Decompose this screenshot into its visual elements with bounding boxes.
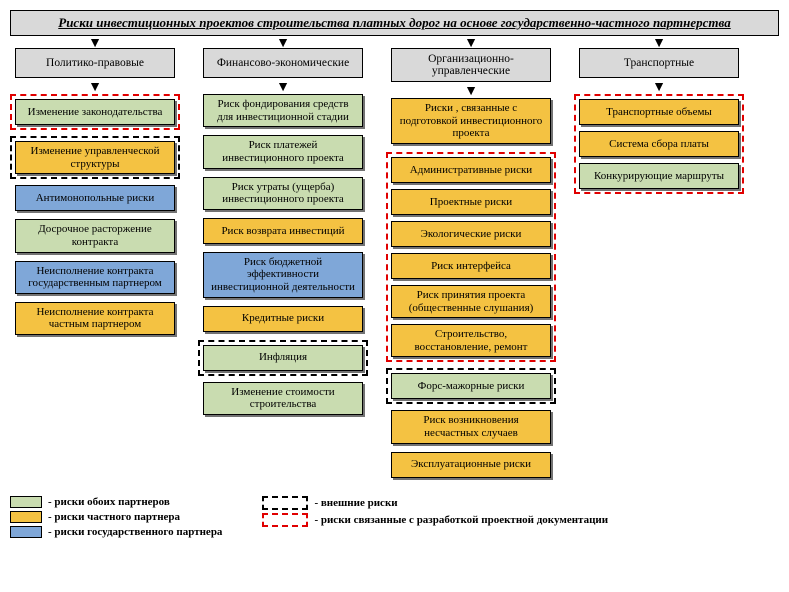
legend-label: - риски частного партнера	[48, 511, 180, 523]
risk-box: Неисполнение контракта частным партнером	[15, 302, 175, 335]
black-dash-frame: Форс-мажорные риски	[386, 368, 556, 404]
risk-box: Инфляция	[203, 345, 363, 371]
risk-box: Риск интерфейса	[391, 253, 551, 279]
legend-frame-swatch	[262, 496, 308, 510]
risk-box: Изменение стоимости строительства	[203, 382, 363, 415]
red-dash-group: Транспортные объемы Система сбора платы Ко…	[574, 94, 744, 194]
columns-container: ▼ Политико-правовые ▼ Изменение законодател…	[10, 40, 779, 486]
risk-box: Риск возврата инвестиций	[203, 218, 363, 244]
column: ▼Организационно-управленческие▼Риски , с…	[386, 40, 556, 486]
risk-box: Кредитные риски	[203, 306, 363, 332]
risk-box: Риск принятия проекта (общественные слуш…	[391, 285, 551, 318]
legend-row: - риски государственного партнера	[10, 526, 222, 538]
arrow-down-icon: ▼	[88, 84, 102, 94]
risk-box: Проектные риски	[391, 189, 551, 215]
risk-box: Административные риски	[391, 157, 551, 183]
risk-box: Риск платежей инвестиционного проекта	[203, 135, 363, 168]
risk-box: Конкурирующие маршруты	[579, 163, 739, 189]
legend-swatch	[10, 496, 42, 508]
column: ▼Транспортные▼Транспортные объемыСистема…	[574, 40, 744, 200]
legend-swatch	[10, 511, 42, 523]
risk-box: Риски , связанные с подготовкой инвестиц…	[391, 98, 551, 144]
legend-label: - риски связанные с разработкой проектно…	[314, 514, 608, 526]
risk-box: Риск фондирования средств для инвестицио…	[203, 94, 363, 127]
risk-box: Эксплуатационные риски	[391, 452, 551, 478]
category-header: Политико-правовые	[15, 48, 175, 78]
legend-row: - риски частного партнера	[10, 511, 222, 523]
red-dash-frame: Изменение законодательства	[10, 94, 180, 130]
risk-box: Система сбора платы	[579, 131, 739, 157]
legend: - риски обоих партнеров - риски частного …	[10, 496, 779, 538]
legend-row: - риски обоих партнеров	[10, 496, 222, 508]
category-header: Транспортные	[579, 48, 739, 78]
risk-box: Досрочное расторжение контракта	[15, 219, 175, 252]
legend-label: - внешние риски	[314, 497, 397, 509]
black-dash-frame: Инфляция	[198, 340, 368, 376]
arrow-down-icon: ▼	[652, 84, 666, 94]
arrow-down-icon: ▼	[464, 88, 478, 98]
risk-box: Риск бюджетной эффективности инвестицион…	[203, 252, 363, 298]
diagram-title: Риски инвестиционных проектов строительс…	[10, 10, 779, 36]
black-dash-frame: Изменение управленческой структуры	[10, 136, 180, 179]
column: ▼Финансово-экономические▼Риск фондирован…	[198, 40, 368, 423]
legend-label: - риски обоих партнеров	[48, 496, 170, 508]
risk-box: Форс-мажорные риски	[391, 373, 551, 399]
column: ▼Политико-правовые▼Изменение законодател…	[10, 40, 180, 343]
red-dash-group: Административные риски Проектные риски Эко…	[386, 152, 556, 363]
legend-label: - риски государственного партнера	[48, 526, 222, 538]
risk-box: Изменение управленческой структуры	[15, 141, 175, 174]
risk-box: Антимонопольные риски	[15, 185, 175, 211]
risk-box: Изменение законодательства	[15, 99, 175, 125]
risk-box: Строительство, восстановление, ремонт	[391, 324, 551, 357]
risk-box: Риск утраты (ущерба) инвестиционного про…	[203, 177, 363, 210]
legend-swatch	[10, 526, 42, 538]
risk-box: Риск возникновения несчастных случаев	[391, 410, 551, 443]
legend-row: - риски связанные с разработкой проектно…	[262, 513, 608, 527]
legend-row: - внешние риски	[262, 496, 608, 510]
category-header: Организационно-управленческие	[391, 48, 551, 82]
risk-box: Транспортные объемы	[579, 99, 739, 125]
risk-box: Неисполнение контракта государственным п…	[15, 261, 175, 294]
legend-frame-swatch	[262, 513, 308, 527]
legend-frames: - внешние риски - риски связанные с разра…	[262, 496, 608, 527]
legend-swatches: - риски обоих партнеров - риски частного …	[10, 496, 222, 538]
category-header: Финансово-экономические	[203, 48, 363, 78]
arrow-down-icon: ▼	[276, 84, 290, 94]
risk-box: Экологические риски	[391, 221, 551, 247]
